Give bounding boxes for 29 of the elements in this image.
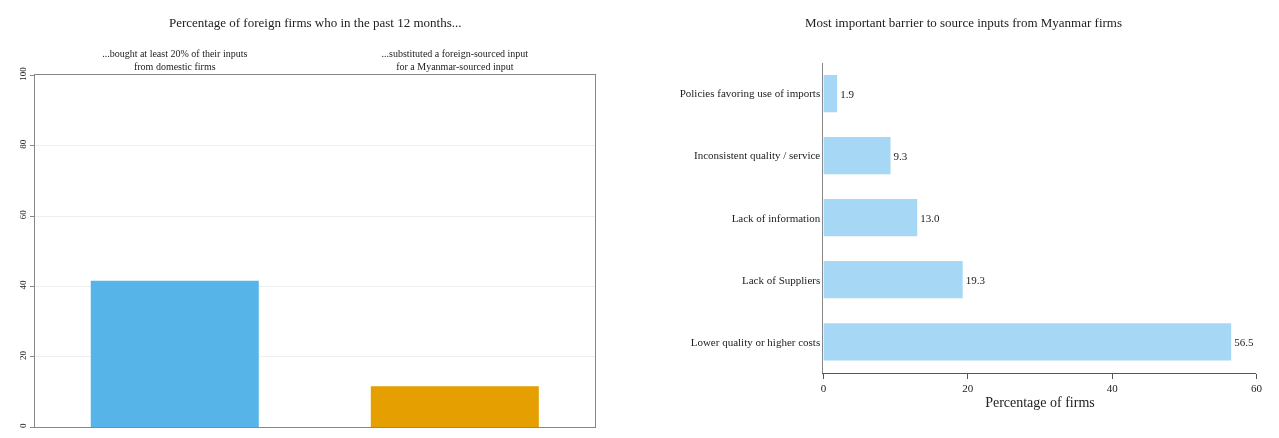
bar — [823, 136, 891, 175]
y-tick-label: Lack of Suppliers — [742, 273, 821, 286]
y-tick-label: 100 — [18, 66, 29, 81]
y-tick-label: Lower quality or higher costs — [690, 335, 821, 348]
data-label: 9.3 — [893, 149, 908, 162]
x-tick-label: 40 — [1106, 382, 1119, 394]
data-label: 56.5 — [1234, 335, 1254, 348]
bar — [823, 261, 963, 299]
x-tick-label: ...bought at least 20% of their inputs from domestic firms — [102, 48, 248, 73]
chart-title: Percentage of foreign firms who in the past 12 months... — [169, 15, 462, 30]
y-tick-label: 80 — [18, 139, 29, 149]
x-tick-label: ...substituted a foreign-sourced input for a Myanmar-sourced input — [381, 48, 529, 73]
data-label: 13.0 — [920, 211, 940, 224]
x-tick-label: 60 — [1250, 382, 1263, 394]
y-tick-label: Lack of information — [731, 211, 821, 224]
y-tick-label: Policies favoring use of imports — [679, 87, 821, 100]
x-axis-title: Percentage of firms — [985, 395, 1095, 411]
bar — [823, 323, 1232, 361]
x-tick-label: 20 — [962, 382, 974, 394]
chart-title: Most important barrier to source inputs from Myanmar firms — [805, 15, 1122, 30]
y-tick-label: 60 — [18, 209, 29, 220]
y-tick-label: 0 — [18, 423, 29, 429]
data-label: 1.9 — [840, 87, 855, 100]
y-tick-label: Inconsistent quality / service — [694, 149, 821, 162]
bar — [823, 74, 838, 113]
data-label: 19.3 — [965, 273, 986, 286]
y-tick-label: 40 — [18, 280, 29, 290]
bar — [823, 199, 918, 237]
y-tick-label: 20 — [18, 350, 29, 360]
